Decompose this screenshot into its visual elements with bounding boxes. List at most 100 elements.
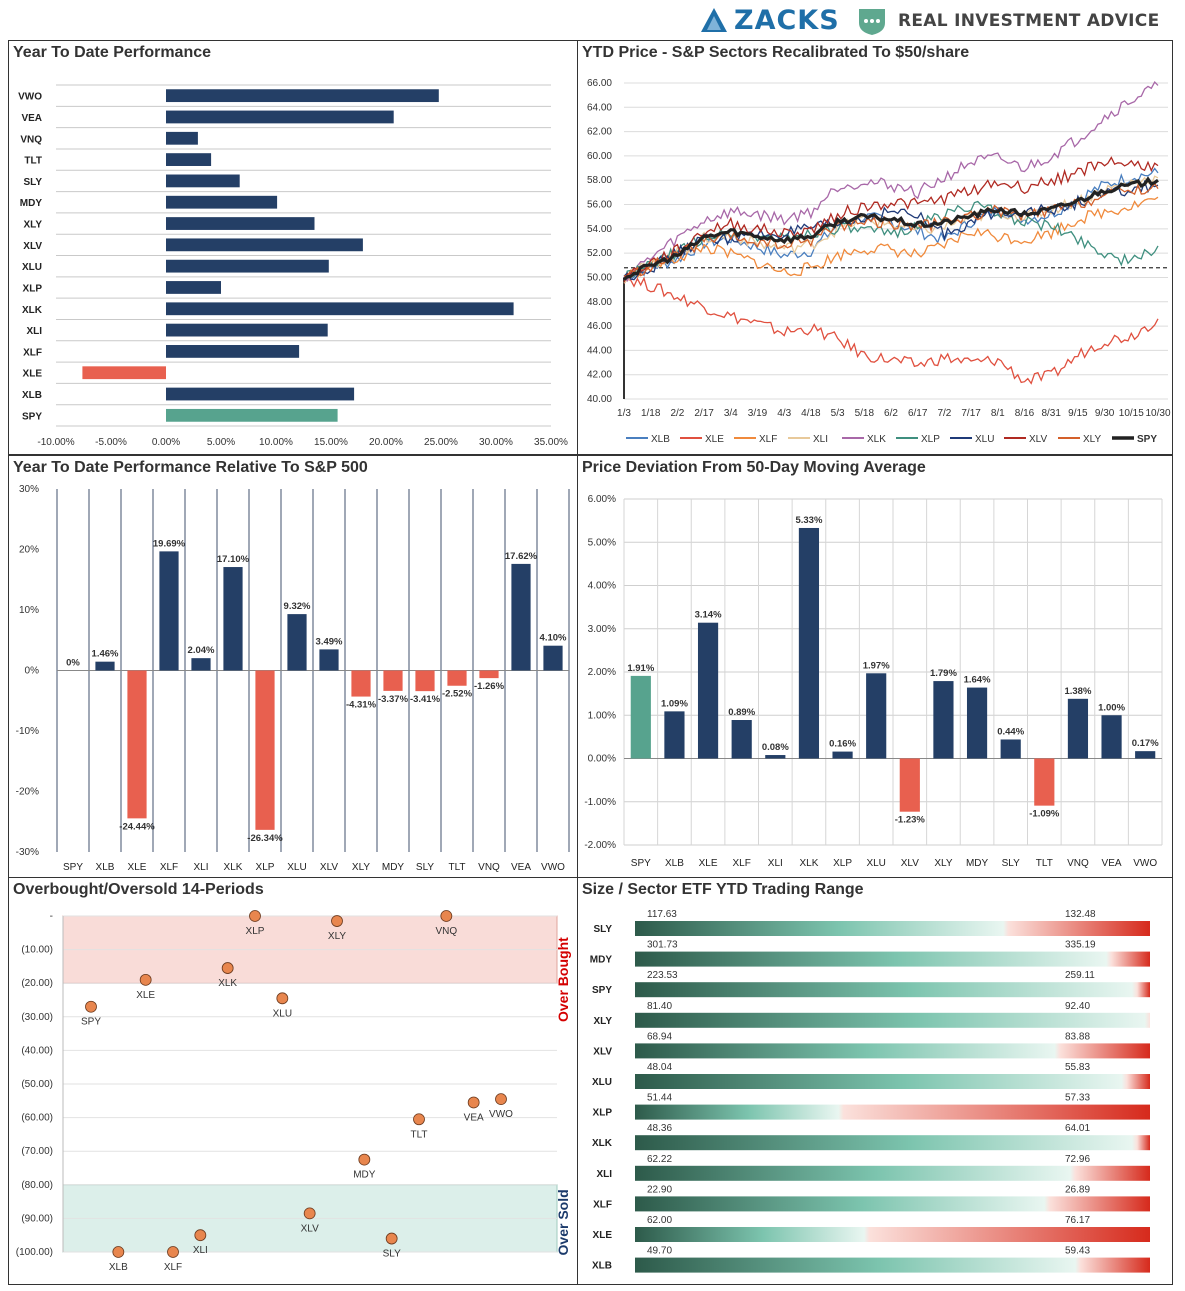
range-bar-xlk	[635, 1135, 1150, 1151]
y-tick-label: (20.00)	[21, 978, 53, 989]
ticker-label: XLK	[592, 1138, 613, 1149]
point-label: XLF	[164, 1262, 182, 1273]
x-tick-label: 5.00%	[207, 437, 235, 448]
point-spy	[85, 1000, 97, 1013]
range-high-label: 335.19	[1065, 940, 1096, 951]
bar-tlt	[1034, 758, 1055, 806]
series-xlu	[623, 179, 1159, 281]
bar-xlv	[319, 649, 339, 671]
ria-shield-icon	[859, 9, 885, 35]
category-label: XLI	[193, 862, 208, 873]
category-label: XLB	[665, 858, 684, 869]
relative-performance-title: Year To Date Performance Relative To S&P…	[13, 459, 368, 476]
point-xlk	[221, 962, 234, 974]
range-high-label: 26.89	[1065, 1184, 1090, 1195]
x-tick-label: 10/15	[1119, 408, 1144, 419]
category-label: XLU	[287, 862, 306, 873]
legend-label: XLY	[1083, 434, 1101, 445]
range-high-label: 55.83	[1065, 1062, 1090, 1073]
category-label: XLP	[23, 283, 43, 294]
y-tick-label: (90.00)	[21, 1213, 53, 1224]
bar-vnq	[479, 670, 499, 679]
series-xli	[623, 175, 1159, 284]
y-tick-label: 6.00%	[588, 494, 616, 505]
legend-label: XLU	[975, 434, 994, 445]
point-label: XLP	[246, 926, 265, 937]
ticker-label: XLY	[593, 1016, 612, 1027]
y-tick-label: (60.00)	[21, 1113, 53, 1124]
category-label: SPY	[631, 858, 651, 869]
x-tick-label: 15.00%	[314, 437, 348, 448]
x-tick-label: 3/4	[724, 408, 738, 419]
bar-xlv	[899, 758, 920, 812]
bar-vwo	[166, 89, 439, 103]
zacks-logo[interactable]: ZACKS	[700, 4, 840, 36]
category-label: XLB	[96, 862, 115, 873]
bar-xlb	[664, 711, 685, 759]
x-tick-label: 4/3	[777, 408, 791, 419]
ytd-price-panel: YTD Price - S&P Sectors Recalibrated To …	[577, 40, 1173, 455]
data-label: 0.17%	[1132, 738, 1159, 749]
data-label: -2.52%	[442, 689, 473, 700]
x-tick-label: 3/19	[748, 408, 768, 419]
range-bar-xle	[635, 1227, 1150, 1242]
y-tick-label: 2.00%	[588, 667, 616, 678]
x-tick-label: 1/18	[641, 408, 661, 419]
x-tick-label: 9/30	[1095, 408, 1115, 419]
bar-xlf	[731, 720, 752, 759]
point-label: XLI	[193, 1245, 208, 1256]
y-tick-label: (30.00)	[21, 1012, 53, 1023]
bar-vea	[511, 563, 531, 671]
series-xle	[623, 276, 1159, 385]
data-label: 0.08%	[762, 742, 789, 753]
ria-logo[interactable]: REAL INVESTMENT ADVICE	[856, 6, 1159, 36]
price-deviation-title: Price Deviation From 50-Day Moving Avera…	[582, 459, 926, 476]
category-label: XLE	[23, 369, 43, 380]
x-tick-label: 2/17	[694, 408, 714, 419]
category-label: MDY	[382, 862, 405, 873]
range-high-label: 132.48	[1065, 909, 1096, 920]
bar-tlt	[166, 153, 212, 166]
y-tick-label: 64.00	[587, 102, 612, 113]
category-label: XLF	[733, 858, 751, 869]
ticker-label: XLI	[596, 1169, 612, 1180]
bar-mdy	[966, 687, 988, 759]
range-bar-sly	[635, 921, 1150, 936]
category-label: XLK	[224, 862, 243, 873]
bar-xly	[933, 681, 954, 759]
y-tick-label: 0%	[25, 666, 40, 677]
bar-xlb	[95, 661, 115, 671]
legend-label: XLI	[813, 434, 828, 445]
point-label: MDY	[353, 1170, 376, 1181]
bar-xlp	[832, 751, 853, 759]
point-vea	[467, 1096, 480, 1109]
category-label: XLK	[799, 858, 818, 869]
point-vnq	[440, 910, 453, 922]
x-tick-label: 8/1	[991, 408, 1005, 419]
bar-sly	[1000, 739, 1021, 759]
x-tick-label: 6/17	[908, 408, 928, 419]
legend-label: XLK	[867, 434, 886, 445]
bar-xlv	[166, 238, 363, 252]
category-label: VNQ	[1067, 858, 1089, 869]
series-xlf	[623, 196, 1159, 280]
ticker-label: XLB	[592, 1261, 612, 1272]
bar-xle	[82, 366, 166, 380]
overbought-oversold-title: Overbought/Oversold 14-Periods	[13, 881, 264, 898]
data-label: 1.09%	[661, 698, 688, 709]
point-label: XLB	[109, 1262, 128, 1273]
bar-mdy	[383, 670, 403, 691]
bar-xlp	[166, 281, 221, 294]
data-label: 0.16%	[829, 739, 856, 750]
x-tick-label: 5/3	[831, 408, 845, 419]
point-label: VEA	[464, 1112, 484, 1123]
y-tick-label: 52.00	[587, 248, 612, 259]
legend-label: XLE	[705, 434, 724, 445]
point-xlb	[112, 1246, 125, 1258]
bar-spy	[166, 408, 338, 422]
bar-vnq	[166, 131, 198, 145]
ytd-price-title: YTD Price - S&P Sectors Recalibrated To …	[582, 44, 970, 61]
bar-sly	[166, 174, 240, 188]
range-bar-xlv	[635, 1043, 1150, 1059]
point-label: VWO	[489, 1109, 513, 1120]
